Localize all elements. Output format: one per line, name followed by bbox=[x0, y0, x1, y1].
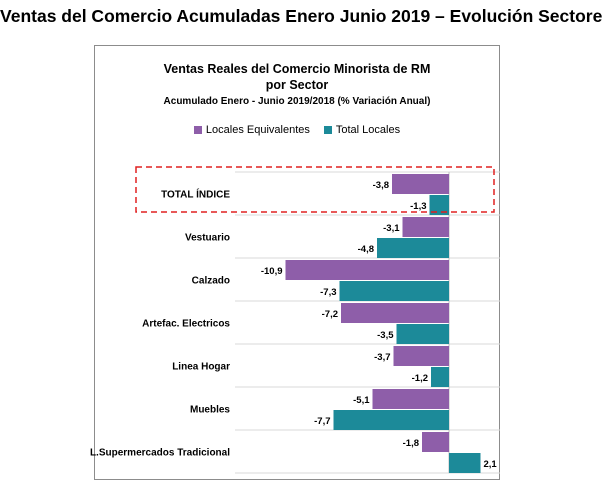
data-label: -1,8 bbox=[403, 438, 419, 449]
category-label: Calzado bbox=[192, 276, 230, 287]
legend-swatch-series-2 bbox=[323, 126, 332, 134]
legend-label-series-2: Total Locales bbox=[335, 124, 401, 136]
chart-frame bbox=[94, 45, 500, 480]
bar bbox=[393, 346, 449, 366]
chart-title-line2: por Sector bbox=[265, 78, 329, 92]
category-label: Artefac. Electricos bbox=[142, 319, 230, 330]
data-label: -5,1 bbox=[353, 395, 370, 406]
category-label: TOTAL ÍNDICE bbox=[161, 188, 230, 201]
data-label: -4,8 bbox=[358, 244, 374, 255]
bar bbox=[333, 410, 449, 430]
bar bbox=[372, 389, 449, 409]
bar bbox=[285, 260, 449, 280]
data-label: -7,7 bbox=[314, 416, 330, 427]
highlight-box bbox=[135, 166, 495, 213]
bar bbox=[422, 432, 449, 452]
bar bbox=[431, 367, 449, 387]
bar bbox=[377, 238, 449, 258]
data-label: -7,3 bbox=[320, 287, 336, 298]
category-label: L.Supermercados Tradicional bbox=[90, 448, 230, 459]
data-label: -1,2 bbox=[412, 373, 428, 384]
legend-item-series-2: Total Locales bbox=[323, 124, 401, 136]
data-label: -3,1 bbox=[383, 223, 400, 234]
bar bbox=[429, 195, 449, 215]
legend-item-series-1: Locales Equivalentes bbox=[193, 124, 310, 136]
page-title: Ventas del Comercio Acumuladas Enero Jun… bbox=[0, 6, 603, 26]
category-label: Muebles bbox=[190, 405, 230, 416]
bar bbox=[402, 217, 449, 237]
legend-label-series-1: Locales Equivalentes bbox=[205, 124, 310, 136]
data-label: -10,9 bbox=[261, 266, 283, 277]
data-label: -3,8 bbox=[373, 180, 389, 191]
legend-swatch-series-1 bbox=[193, 126, 202, 134]
chart-legend: Locales Equivalentes Total Locales bbox=[94, 124, 500, 136]
bar bbox=[449, 453, 481, 473]
data-label: -3,5 bbox=[377, 330, 394, 341]
bar bbox=[341, 303, 449, 323]
bar bbox=[339, 281, 449, 301]
chart-title: Ventas Reales del Comercio Minorista de … bbox=[163, 62, 431, 76]
category-label: Linea Hogar bbox=[172, 362, 230, 373]
data-label: -7,2 bbox=[322, 309, 338, 320]
data-label: 2,1 bbox=[484, 459, 498, 470]
category-label: Vestuario bbox=[185, 233, 230, 244]
data-label: -3,7 bbox=[374, 352, 390, 363]
data-label: -1,3 bbox=[410, 201, 426, 212]
chart-subtitle: Acumulado Enero - Junio 2019/2018 (% Var… bbox=[163, 96, 431, 107]
bar bbox=[392, 174, 449, 194]
bar bbox=[396, 324, 449, 344]
